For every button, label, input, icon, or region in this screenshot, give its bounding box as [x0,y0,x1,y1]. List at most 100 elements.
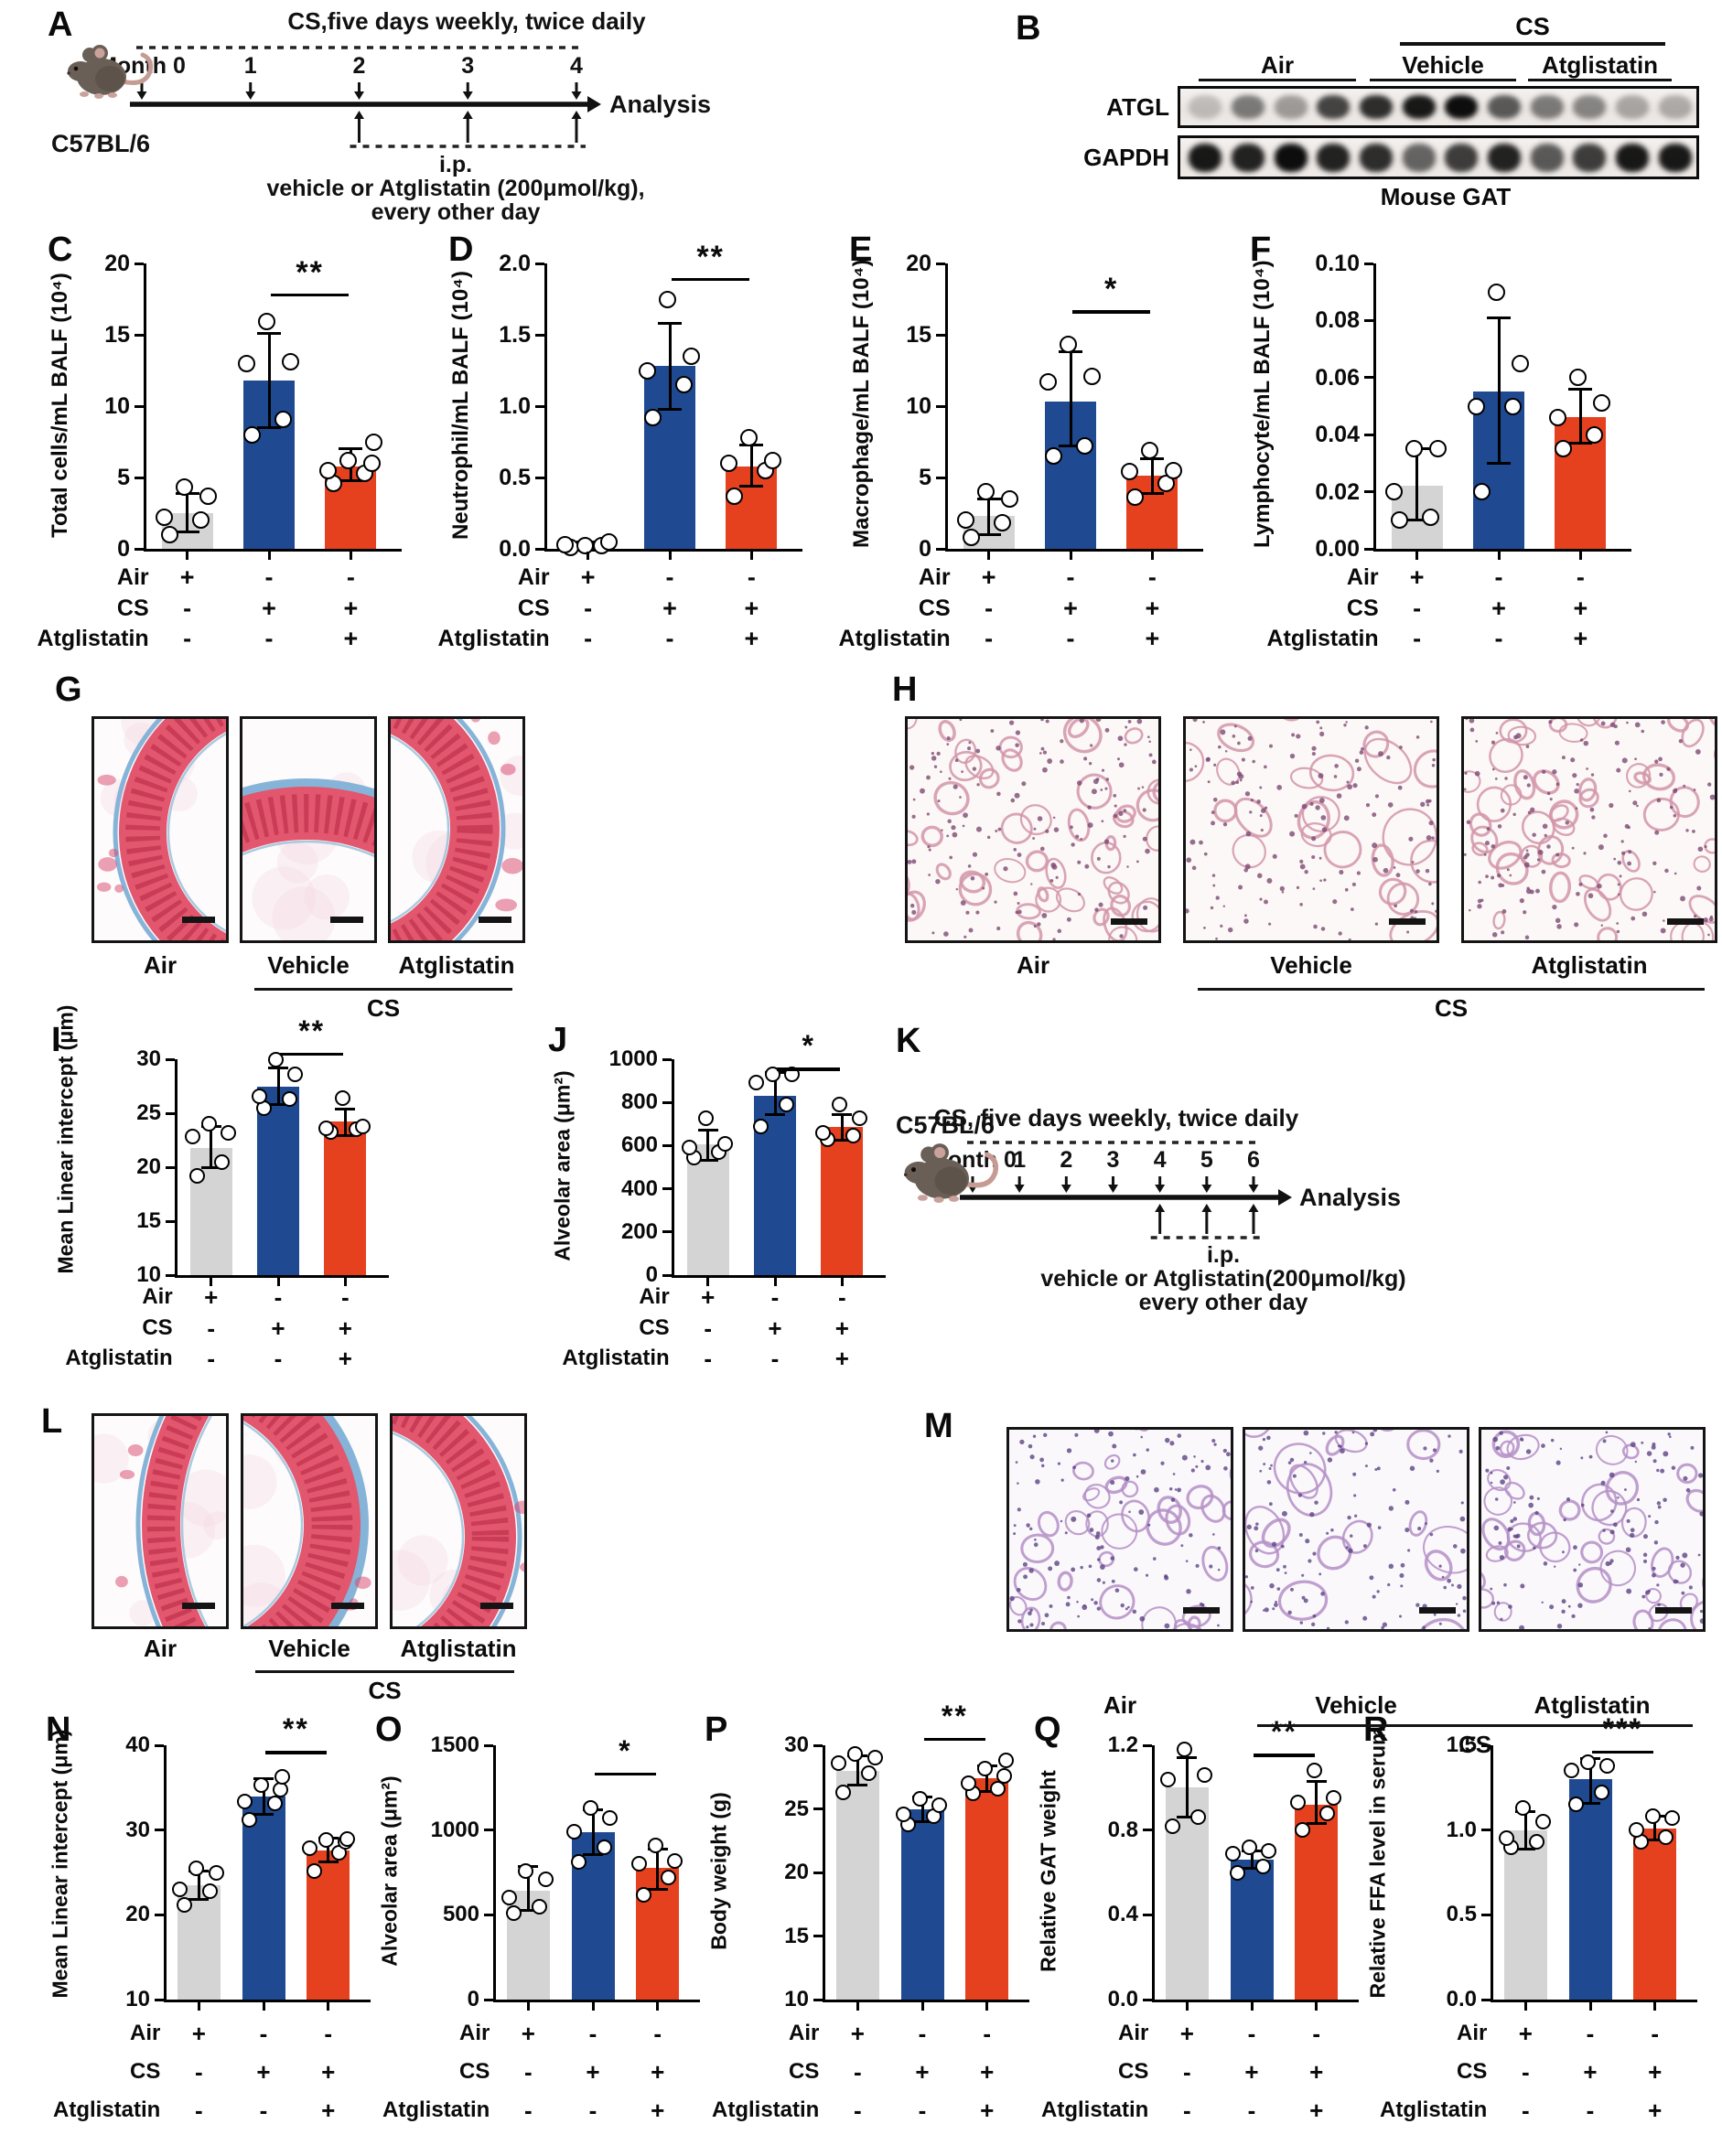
dose-sign: - [704,1314,712,1342]
cell-nucleus [1102,1581,1105,1584]
cell-nucleus [1387,1582,1391,1587]
cell-nucleus [1549,798,1553,801]
cell-nucleus [1483,853,1487,856]
dose-sign: + [191,2020,206,2047]
cell-nucleus [1052,938,1056,941]
cell-nucleus [1381,1625,1384,1630]
cell-nucleus [1657,1603,1661,1606]
histology-image-label-Atglistatin: Atglistatin [400,1635,517,1662]
blot-group-label-Atglistatin: Atglistatin [1541,51,1659,79]
error-bar-line [749,445,753,487]
y-axis-line [544,263,547,552]
data-point [752,1118,769,1134]
error-bar-line [343,1109,347,1136]
cell-nucleus [1017,1619,1022,1624]
alveolus-wall [1504,1481,1525,1500]
cell-nucleus [1549,1604,1555,1610]
alveolus-wall [1693,855,1711,873]
y-tick-mark [1143,1998,1152,2001]
error-bar-cap-bottom [832,1139,853,1142]
histology-image-label-Vehicle: Vehicle [267,951,350,979]
mouse-illustration [67,45,154,99]
cell-nucleus [1580,1503,1585,1507]
mouse-head [68,61,93,81]
y-tick-label: 30 [784,1732,809,1757]
dose-sign: + [580,563,596,591]
cell-nucleus [1244,1575,1249,1579]
data-point [306,1862,322,1879]
data-point [237,354,255,372]
data-point [845,1128,862,1144]
dose-row-label-CS: CS [1456,2059,1488,2084]
cell-nucleus [1087,805,1092,810]
cell-nucleus [1347,784,1353,790]
cell-nucleus [911,859,917,864]
error-bar-cap-top [1306,1779,1327,1783]
cell-nucleus [1289,753,1296,759]
cell-nucleus [1362,1615,1368,1621]
data-point [1585,425,1603,444]
cell-nucleus [928,874,931,876]
cell-nucleus [1616,929,1620,934]
cell-nucleus [1627,861,1632,866]
cell-nucleus [1345,721,1348,724]
cell-nucleus [1576,782,1579,787]
dose-row-label-Atglistatin: Atglistatin [1380,2097,1488,2122]
alveolus-wall [1297,799,1330,840]
error-bar-cap-top [1140,457,1165,461]
significance-line [271,293,350,297]
data-point [1391,511,1409,530]
cell-nucleus [1017,902,1020,906]
dose-row-label-Atglistatin: Atglistatin [437,626,550,651]
cell-nucleus [1191,865,1197,871]
cell-nucleus [1669,805,1674,810]
y-tick-mark [1143,1829,1152,1832]
cell-nucleus [1264,765,1267,769]
cell-nucleus [1695,749,1701,755]
cell-nucleus [1220,729,1226,735]
cell-nucleus [1291,733,1296,737]
dose-sign: - [1182,2058,1191,2086]
arrow-head-down [1155,1185,1166,1193]
y-tick-mark [166,1273,175,1277]
arrow-head-down [1060,1185,1071,1193]
x-axis-line [164,2000,371,2002]
alveolus-wall [1273,1443,1327,1495]
cell-nucleus [1642,1534,1648,1539]
cell-nucleus [1494,778,1498,780]
error-bar-cap-top [1177,1756,1198,1760]
cell-nucleus [1015,743,1019,747]
data-point [1429,440,1448,458]
scale-bar [1389,918,1426,925]
cell-nucleus [1124,743,1127,746]
error-bar-line [856,1755,859,1786]
data-point [960,1775,976,1792]
error-bar-cap-top [339,447,363,451]
x-tick-mark [1523,2002,1527,2011]
cell-nucleus [1013,1524,1017,1528]
cell-nucleus [1052,816,1056,820]
y-tick-label: 40 [125,1732,150,1757]
y-tick-label: 20 [104,251,130,276]
cell-nucleus [994,900,997,904]
cell-nucleus [986,835,991,840]
data-point [1628,1822,1644,1839]
cell-nucleus [1570,757,1576,763]
cell-nucleus [1139,1615,1146,1622]
cell-nucleus [1093,1601,1098,1605]
cell-nucleus [1533,1546,1536,1550]
cell-nucleus [1392,1487,1396,1492]
data-point [739,428,758,446]
cell-nucleus [1477,904,1482,909]
data-point [861,1765,877,1782]
cell-nucleus [1634,722,1641,728]
x-tick-mark [349,552,352,560]
histology-image-Atglistatin [1399,1264,1722,1870]
cell-nucleus [1561,1599,1566,1604]
data-point [682,347,700,365]
data-point [765,1067,781,1083]
error-bar-cap-top [697,1129,718,1132]
he-stain-image [1100,1223,1591,1829]
data-point [1472,483,1491,501]
cell-nucleus [1675,1580,1679,1583]
